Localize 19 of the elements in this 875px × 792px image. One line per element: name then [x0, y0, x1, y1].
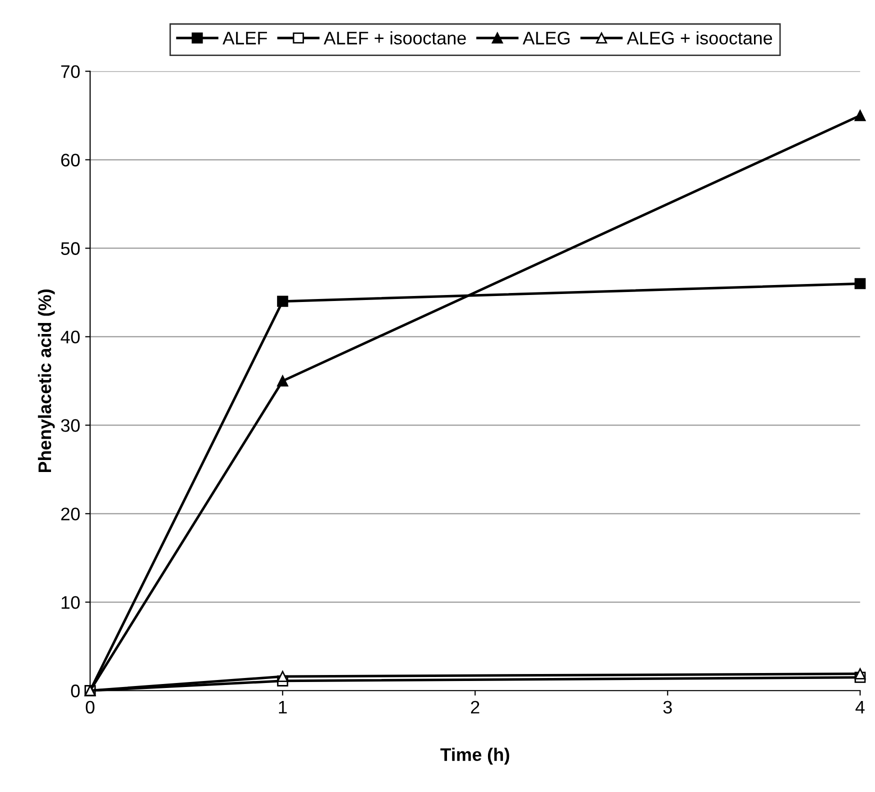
y-tick-label: 20 [61, 508, 80, 520]
y-tick-label: 0 [71, 684, 80, 698]
legend-label: ALEG [522, 32, 570, 44]
y-tick-label: 30 [61, 419, 80, 432]
y-tick-label: 60 [61, 154, 80, 166]
y-axis-title: Phenylacetic acid (%) [38, 290, 55, 472]
legend-label: ALEF [222, 32, 267, 44]
legend-label: ALEF + isooctane [324, 31, 466, 44]
x-tick-label: 3 [663, 700, 672, 714]
x-axis-title: Time (h) [440, 748, 510, 765]
y-tick-label: 40 [60, 330, 80, 344]
x-tick-label: 1 [278, 701, 287, 714]
legend-label: ALEG + isooctane [626, 31, 772, 44]
y-tick-label: 50 [61, 242, 80, 255]
y-tick-label: 10 [62, 596, 80, 609]
x-tick-label: 4 [856, 701, 865, 714]
x-tick-label: 2 [471, 700, 480, 714]
x-tick-label: 0 [86, 700, 94, 714]
y-tick-label: 70 [61, 65, 80, 78]
